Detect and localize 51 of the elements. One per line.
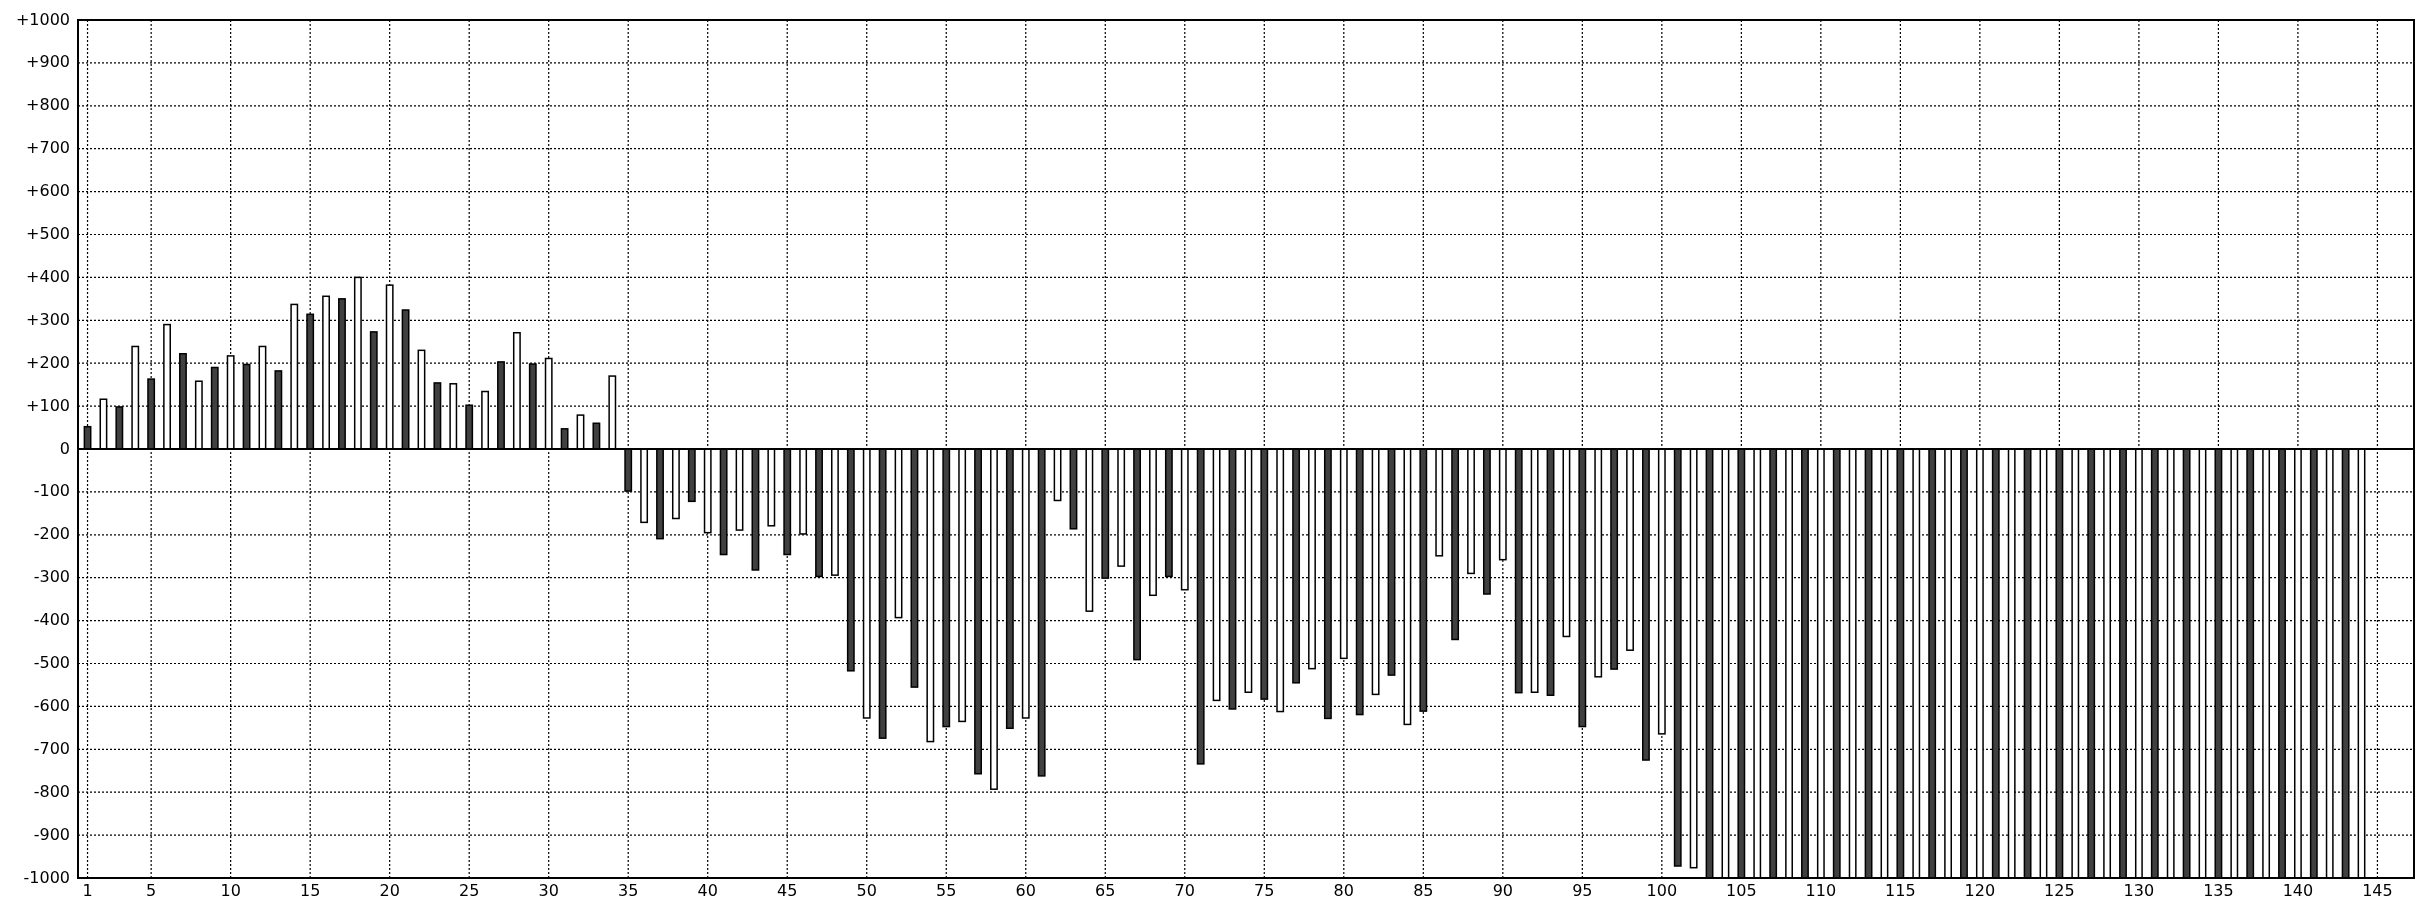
x-tick-label: 15	[299, 881, 321, 900]
x-tick-label: 135	[2203, 881, 2234, 900]
x-tick-label: 55	[936, 881, 957, 900]
x-tick-label: 80	[1333, 881, 1354, 900]
y-tick-label: +200	[26, 352, 70, 372]
x-tick-label: 110	[1805, 881, 1837, 900]
y-tick-label: +1000	[15, 9, 70, 29]
x-tick-label: 1	[82, 881, 93, 900]
y-tick-label: -400	[33, 610, 70, 630]
y-tick-label: -800	[33, 781, 70, 801]
y-tick-label: +700	[26, 138, 70, 158]
x-tick-label: 90	[1492, 881, 1513, 900]
x-tick-label: 45	[777, 881, 798, 900]
x-tick-label: 85	[1413, 881, 1434, 900]
y-tick-label: -300	[33, 567, 70, 587]
y-tick-label: +900	[26, 52, 70, 72]
x-tick-label: 20	[379, 881, 400, 900]
y-tick-label: +600	[26, 181, 70, 201]
x-tick-label: 115	[1885, 881, 1916, 900]
y-tick-label: 0	[59, 438, 70, 458]
y-tick-label: +400	[26, 266, 70, 286]
y-tick-label: -1000	[23, 867, 70, 887]
x-tick-label: 95	[1572, 881, 1593, 900]
y-tick-label: -700	[33, 738, 70, 758]
x-tick-label: 30	[538, 881, 559, 900]
x-tick-label: 130	[2123, 881, 2155, 900]
x-tick-label: 60	[1015, 881, 1036, 900]
x-tick-label: 140	[2282, 881, 2314, 900]
y-tick-label: +800	[26, 95, 70, 115]
y-tick-label: +500	[26, 224, 70, 243]
x-tick-label: 25	[459, 881, 480, 900]
y-tick-label: +100	[26, 395, 70, 415]
x-tick-label: 35	[618, 881, 639, 900]
x-tick-label: 10	[220, 881, 241, 900]
x-tick-label: 70	[1174, 881, 1195, 900]
x-tick-label: 75	[1254, 881, 1275, 900]
y-tick-label: -900	[33, 824, 70, 844]
y-tick-label: -200	[33, 524, 70, 544]
x-tick-label: 100	[1646, 881, 1678, 900]
x-tick-label: 145	[2362, 881, 2393, 900]
y-tick-label: +300	[26, 309, 70, 329]
x-tick-label: 105	[1726, 881, 1757, 900]
y-tick-label: -100	[33, 481, 70, 501]
x-tick-label: 5	[146, 881, 157, 900]
x-tick-label: 120	[1964, 881, 1996, 900]
y-tick-label: -600	[33, 695, 70, 715]
y-tick-label: -500	[33, 653, 70, 672]
x-tick-label: 50	[856, 881, 877, 900]
x-tick-label: 40	[697, 881, 718, 900]
x-tick-label: 125	[2044, 881, 2075, 900]
x-tick-label: 65	[1095, 881, 1116, 900]
